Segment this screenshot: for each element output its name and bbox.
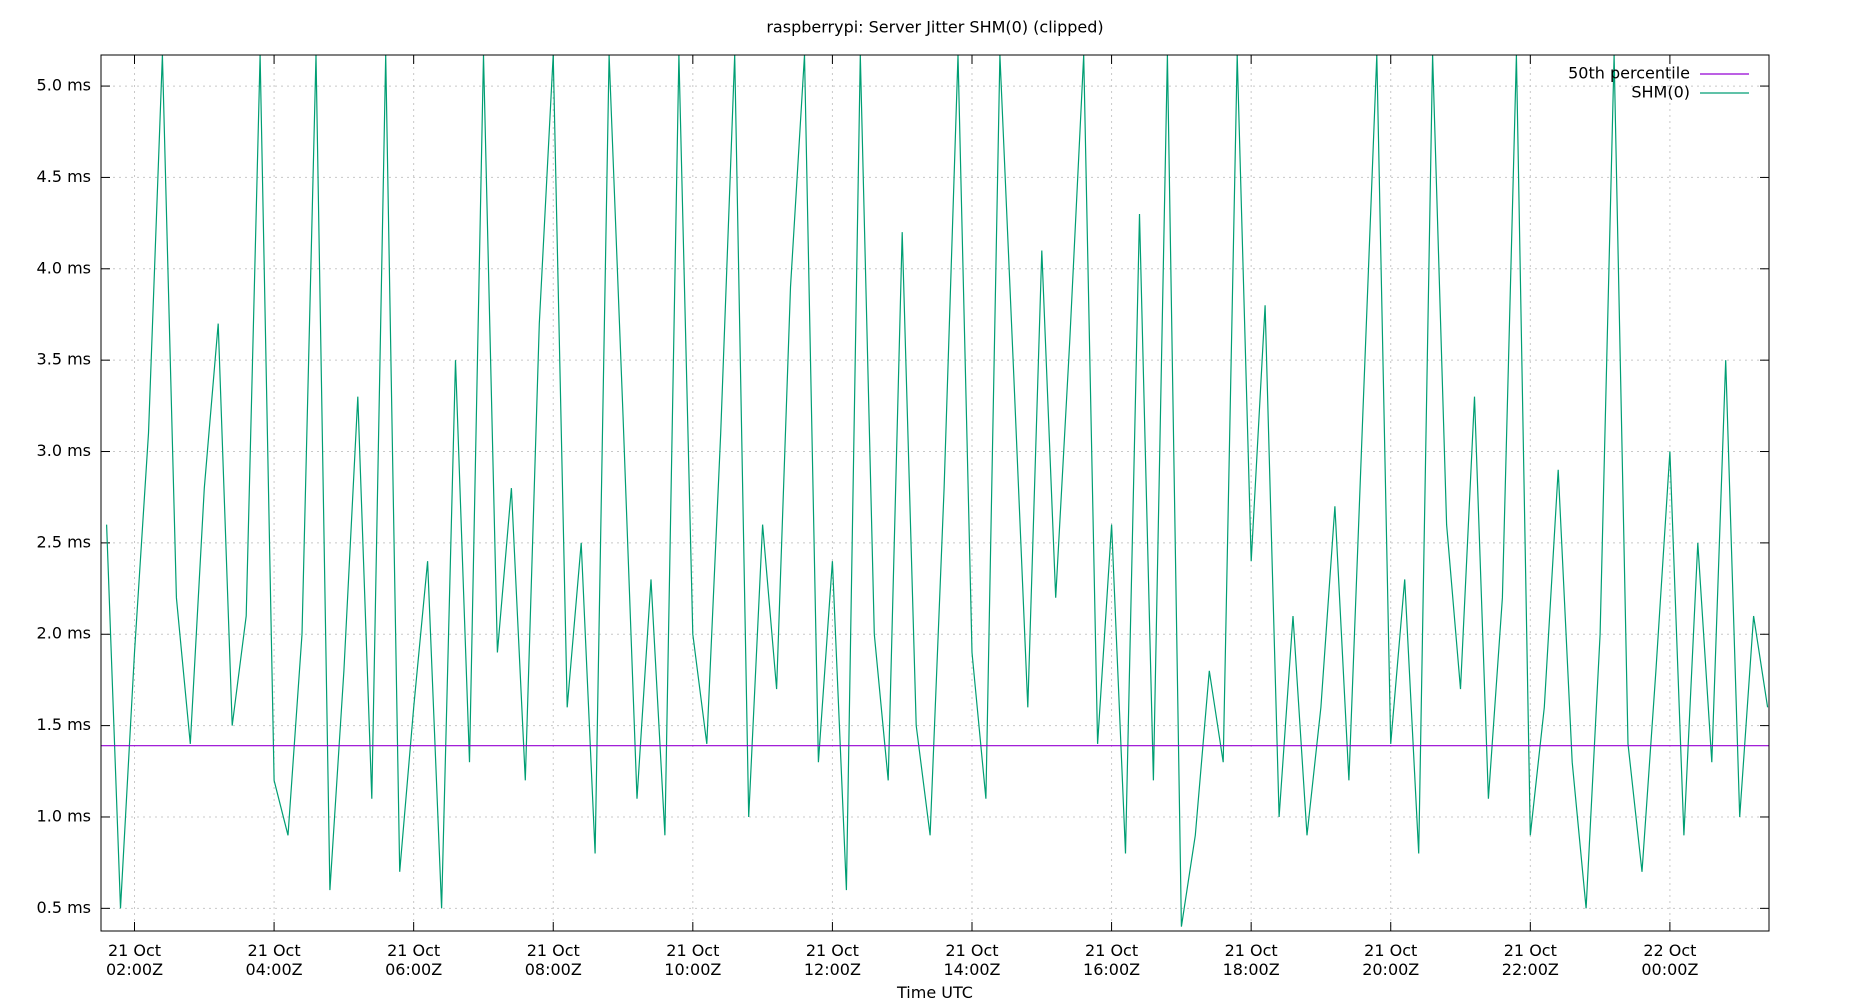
x-tick-label-line: 20:00Z <box>1362 960 1419 979</box>
series-line <box>106 55 1769 927</box>
x-tick-label: 21 Oct 14:00Z <box>943 941 1000 979</box>
y-tick-label: 3.5 ms <box>37 350 91 369</box>
x-tick-label-line: 22 Oct <box>1643 941 1696 960</box>
x-tick-label-line: 14:00Z <box>943 960 1000 979</box>
x-tick-label-line: 21 Oct <box>806 941 859 960</box>
x-tick-label: 21 Oct 16:00Z <box>1083 941 1140 979</box>
x-tick-label-line: 21 Oct <box>945 941 998 960</box>
y-tick-label: 1.5 ms <box>37 715 91 734</box>
x-tick-label-line: 21 Oct <box>666 941 719 960</box>
y-tick-label: 2.5 ms <box>37 532 91 551</box>
x-tick-label-line: 21 Oct <box>108 941 161 960</box>
x-tick-label-line: 18:00Z <box>1223 960 1280 979</box>
x-tick-label-line: 22:00Z <box>1502 960 1559 979</box>
x-axis-label: Time UTC <box>896 983 973 1000</box>
x-tick-label-line: 21 Oct <box>248 941 301 960</box>
x-tick-label-line: 21 Oct <box>387 941 440 960</box>
legend-label: SHM(0) <box>1631 83 1690 102</box>
x-tick-label-line: 16:00Z <box>1083 960 1140 979</box>
x-tick-label: 21 Oct 04:00Z <box>246 941 303 979</box>
x-tick-label-line: 21 Oct <box>1085 941 1138 960</box>
y-tick-label: 2.0 ms <box>37 624 91 643</box>
x-tick-label: 21 Oct 22:00Z <box>1502 941 1559 979</box>
x-tick-label: 21 Oct 18:00Z <box>1223 941 1280 979</box>
x-tick-label-line: 21 Oct <box>1225 941 1278 960</box>
x-tick-label: 22 Oct 00:00Z <box>1641 941 1698 979</box>
x-tick-label-line: 12:00Z <box>804 960 861 979</box>
chart-title: raspberrypi: Server Jitter SHM(0) (clipp… <box>766 18 1103 37</box>
x-tick-label-line: 08:00Z <box>525 960 582 979</box>
legend-label: 50th percentile <box>1568 64 1690 83</box>
x-tick-label-line: 21 Oct <box>1364 941 1417 960</box>
x-tick-label-line: 02:00Z <box>106 960 163 979</box>
x-tick-label-line: 06:00Z <box>385 960 442 979</box>
y-tick-label: 0.5 ms <box>37 898 91 917</box>
x-tick-label-line: 04:00Z <box>246 960 303 979</box>
x-tick-label: 21 Oct 08:00Z <box>525 941 582 979</box>
x-tick-label-line: 21 Oct <box>527 941 580 960</box>
x-tick-label-line: 21 Oct <box>1504 941 1557 960</box>
y-tick-label: 3.0 ms <box>37 441 91 460</box>
x-tick-label-line: 10:00Z <box>664 960 721 979</box>
x-tick-label: 21 Oct 12:00Z <box>804 941 861 979</box>
y-tick-label: 1.0 ms <box>37 806 91 825</box>
x-tick-label-line: 00:00Z <box>1641 960 1698 979</box>
y-tick-label: 4.5 ms <box>37 167 91 186</box>
y-tick-label: 5.0 ms <box>37 76 91 95</box>
plot-frame <box>100 54 1770 932</box>
y-tick-label: 4.0 ms <box>37 258 91 277</box>
x-tick-label: 21 Oct 06:00Z <box>385 941 442 979</box>
x-tick-label: 21 Oct 10:00Z <box>664 941 721 979</box>
x-tick-label: 21 Oct 20:00Z <box>1362 941 1419 979</box>
x-tick-label: 21 Oct 02:00Z <box>106 941 163 979</box>
